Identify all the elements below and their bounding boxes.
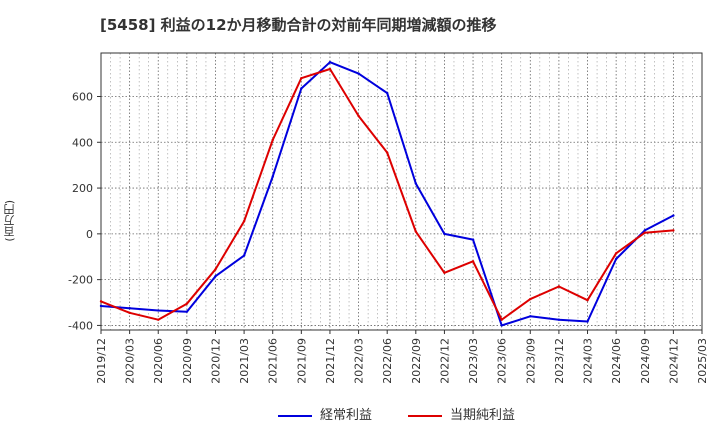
data-point xyxy=(443,232,446,236)
plot-border xyxy=(100,52,703,331)
data-point xyxy=(443,271,446,274)
data-point xyxy=(185,310,189,313)
x-tick-label: 2022/12 xyxy=(438,338,451,384)
data-point xyxy=(185,302,189,305)
x-tick-label: 2023/06 xyxy=(496,338,509,384)
x-tick-label: 2025/03 xyxy=(696,338,709,384)
data-point xyxy=(214,268,217,271)
data-point xyxy=(643,229,646,232)
data-point xyxy=(586,299,589,302)
x-tick-label: 2024/06 xyxy=(610,338,623,384)
x-tick-label: 2020/03 xyxy=(124,338,137,384)
data-point xyxy=(471,260,475,263)
legend-line-ordinary-profit xyxy=(278,414,312,417)
data-point xyxy=(300,76,303,80)
data-point xyxy=(328,67,332,71)
data-point xyxy=(385,151,389,154)
x-tick-label: 2024/03 xyxy=(582,338,595,384)
y-tick-label: 400 xyxy=(72,136,93,149)
x-tick-label: 2024/12 xyxy=(667,338,680,384)
y-tick-label: 600 xyxy=(72,90,93,103)
data-point xyxy=(99,304,103,308)
data-point xyxy=(214,275,217,278)
data-point xyxy=(271,138,274,142)
data-point xyxy=(300,87,303,90)
data-point xyxy=(128,311,131,315)
data-point xyxy=(672,214,675,217)
x-tick-label: 2021/06 xyxy=(267,338,280,384)
data-point xyxy=(500,318,503,321)
legend-label-net-profit: 当期純利益 xyxy=(450,408,516,423)
y-tick-label: -400 xyxy=(68,319,93,332)
x-tick-label: 2024/09 xyxy=(639,338,652,384)
data-point xyxy=(672,229,675,232)
data-point xyxy=(557,285,561,288)
x-tick-label: 2023/12 xyxy=(553,338,566,384)
data-point xyxy=(157,309,160,312)
data-point xyxy=(529,297,532,301)
x-tick-label: 2022/09 xyxy=(410,338,423,384)
data-point xyxy=(643,231,646,234)
data-point xyxy=(242,220,246,223)
data-point xyxy=(128,307,131,310)
x-tick-label: 2022/06 xyxy=(381,338,394,384)
x-tick-label: 2021/09 xyxy=(295,338,308,384)
data-point xyxy=(357,114,360,118)
legend: 経常利益 当期純利益 xyxy=(0,404,720,428)
data-point xyxy=(614,252,618,255)
data-point xyxy=(414,182,418,185)
x-tick-label: 2023/03 xyxy=(467,338,480,384)
data-point xyxy=(242,254,246,257)
y-tick-label: 0 xyxy=(86,228,93,241)
x-tick-label: 2019/12 xyxy=(95,338,108,384)
data-point xyxy=(471,238,475,241)
data-point xyxy=(328,60,332,64)
x-tick-label: 2023/09 xyxy=(524,338,537,384)
data-point xyxy=(271,175,274,178)
data-point xyxy=(557,318,561,321)
x-tick-label: 2021/03 xyxy=(238,338,251,384)
data-point xyxy=(500,324,503,327)
data-point xyxy=(586,320,589,323)
x-tick-label: 2020/06 xyxy=(152,338,165,384)
chart-title: [5458] 利益の12か月移動合計の対前年同期増減額の推移 xyxy=(100,16,497,34)
data-point xyxy=(614,257,618,261)
x-tick-label: 2022/03 xyxy=(353,338,366,384)
x-tick-label: 2020/09 xyxy=(181,338,194,384)
legend-item-ordinary-profit[interactable]: 経常利益 xyxy=(278,404,372,423)
data-point xyxy=(414,230,418,233)
data-point xyxy=(157,318,160,321)
y-tick-label: -200 xyxy=(68,274,93,287)
data-point xyxy=(99,300,103,303)
x-tick-label: 2021/12 xyxy=(324,338,337,384)
legend-label-ordinary-profit: 経常利益 xyxy=(320,408,373,423)
x-tick-label: 2020/12 xyxy=(209,338,222,384)
data-point xyxy=(357,72,360,75)
data-point xyxy=(529,315,532,318)
legend-item-net-profit[interactable]: 当期純利益 xyxy=(408,404,515,423)
data-point xyxy=(385,91,389,95)
legend-line-net-profit xyxy=(408,414,442,417)
y-tick-label: 200 xyxy=(72,182,93,195)
